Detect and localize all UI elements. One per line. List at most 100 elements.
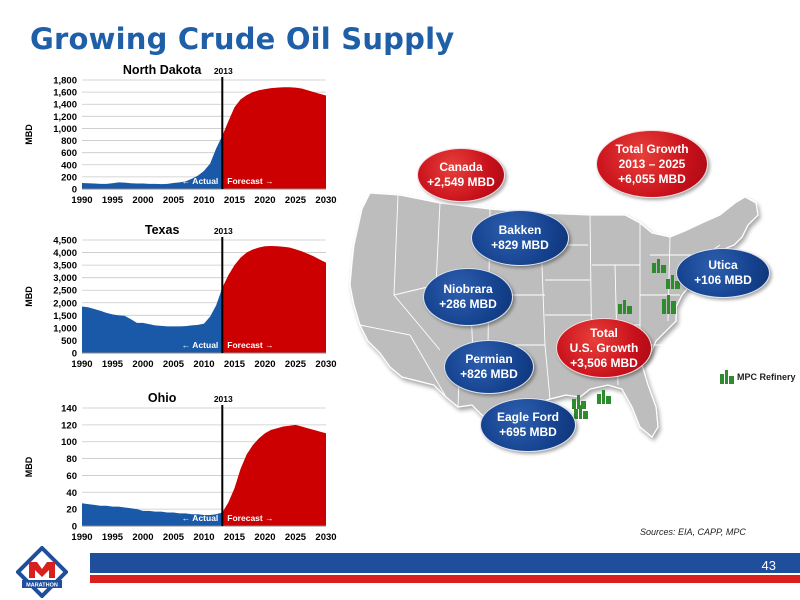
refinery-icon [618,300,632,314]
forecast-label: Forecast → [227,513,273,523]
actual-series-area [82,287,223,353]
x-tick-label: 2000 [132,195,153,206]
x-tick-label: 2000 [132,359,153,370]
x-tick-label: 1995 [102,532,124,543]
y-axis-label: MBD [24,124,34,145]
y-tick-label: 40 [66,488,77,499]
actual-label: ← Actual [182,340,219,350]
x-tick-label: 2015 [224,359,246,370]
x-tick-label: 2025 [285,195,307,206]
refinery-icons [572,259,680,419]
footer-blue-stripe [90,553,800,573]
y-tick-label: 1,200 [53,112,77,123]
y-tick-label: 1,500 [53,311,77,322]
refinery-icon [597,390,611,404]
chart-title: Ohio [148,391,177,405]
x-tick-label: 1995 [102,195,124,206]
refinery-icon [652,259,666,273]
x-tick-label: 2030 [315,532,336,543]
bubble-bakken: Bakken +829 MBD [471,210,569,266]
y-tick-label: 2,000 [53,298,77,309]
y-tick-label: 4,500 [53,236,77,247]
y-tick-label: 1,800 [53,76,77,87]
split-year-label: 2013 [214,226,233,236]
page-title: Growing Crude Oil Supply [30,22,455,56]
chart-ohio: 0 20 40 60 80 100 120 140 1990 1995 2000 2005 2010 20… [22,390,340,548]
refinery-icon [666,275,680,289]
y-tick-label: 600 [61,148,77,159]
forecast-series-area [222,424,326,526]
x-tick-label: 1995 [102,359,124,370]
y-tick-label: 0 [72,349,77,360]
refinery-legend-label: MPC Refinery [737,372,796,382]
y-tick-label: 400 [61,160,77,171]
y-tick-label: 4,000 [53,248,77,259]
sources-note: Sources: EIA, CAPP, MPC [640,527,746,537]
x-tick-label: 2010 [193,532,214,543]
bubble-utica: Utica +106 MBD [676,248,770,298]
footer-bar [90,553,800,587]
bubble-total-us-growth: Total U.S. Growth +3,506 MBD [556,318,652,378]
y-tick-label: 3,000 [53,273,77,284]
marathon-logo: MARATHON [16,546,68,598]
refinery-legend-icon [720,370,734,384]
split-year-label: 2013 [214,66,233,76]
x-tick-label: 2005 [163,195,185,206]
x-tick-label: 1990 [71,359,92,370]
x-tick-label: 2005 [163,532,185,543]
x-tick-label: 1990 [71,195,92,206]
x-tick-label: 2010 [193,359,214,370]
actual-label: ← Actual [182,513,219,523]
x-tick-label: 2015 [224,195,246,206]
y-axis-label: MBD [24,456,34,477]
forecast-label: Forecast → [227,340,273,350]
page-number: 43 [761,558,776,573]
x-tick-label: 2015 [224,532,246,543]
forecast-series-area [222,246,326,353]
refinery-icon [574,405,588,419]
chart-title: North Dakota [123,63,203,77]
y-tick-label: 1,400 [53,100,77,111]
y-tick-label: 100 [61,437,77,448]
x-tick-label: 2020 [254,532,275,543]
y-tick-label: 1,000 [53,124,77,135]
bubble-niobrara: Niobrara +286 MBD [423,268,513,326]
forecast-label: Forecast → [227,176,273,186]
x-tick-label: 2005 [163,359,185,370]
y-tick-label: 500 [61,336,77,347]
footer-red-stripe [90,575,800,583]
chart-title: Texas [145,223,180,237]
logo-text: MARATHON [26,583,58,589]
y-tick-label: 120 [61,420,77,431]
y-tick-label: 800 [61,136,77,147]
x-tick-label: 2030 [315,359,336,370]
refinery-icon [572,395,586,409]
y-tick-label: 3,500 [53,261,77,272]
actual-series-area [82,135,223,189]
forecast-series-area [222,87,326,189]
x-tick-label: 2030 [315,195,336,206]
actual-label: ← Actual [182,176,219,186]
y-tick-label: 20 [66,505,77,516]
y-tick-label: 1,600 [53,88,77,99]
bubble-permian: Permian +826 MBD [444,340,534,394]
y-tick-label: 80 [66,454,77,465]
x-tick-label: 2020 [254,195,275,206]
x-tick-label: 1990 [71,532,92,543]
split-year-label: 2013 [214,394,233,404]
bubble-total-growth: Total Growth 2013 – 2025 +6,055 MBD [596,130,708,198]
y-tick-label: 0 [72,185,77,196]
chart-north-dakota: 0 200 400 600 800 1,000 1,200 1,400 1,600 1,800 19… [22,62,340,212]
refinery-icon [662,300,676,314]
bubble-eagle-ford: Eagle Ford +695 MBD [480,398,576,452]
bubble-canada: Canada +2,549 MBD [417,148,505,202]
y-tick-label: 60 [66,471,77,482]
x-tick-label: 2000 [132,532,153,543]
refinery-legend: MPC Refinery [720,370,796,384]
y-tick-label: 200 [61,172,77,183]
y-tick-label: 2,500 [53,286,77,297]
chart-ohio-svg: 0 20 40 60 80 100 120 140 1990 1995 2000 2005 2010 20… [24,391,337,543]
x-tick-label: 2020 [254,359,275,370]
x-tick-label: 2025 [285,359,307,370]
